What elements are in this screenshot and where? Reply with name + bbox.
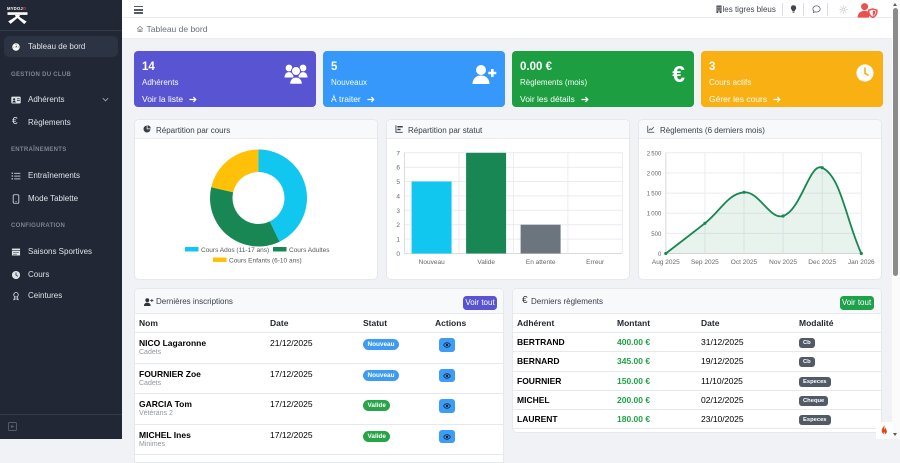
svg-text:2 500: 2 500 (647, 151, 662, 157)
svg-text:Erreur: Erreur (586, 259, 605, 266)
svg-text:Dec 2025: Dec 2025 (808, 259, 836, 266)
svg-text:7: 7 (396, 150, 400, 157)
svg-text:2: 2 (396, 222, 400, 229)
svg-text:Oct 2025: Oct 2025 (731, 259, 758, 266)
svg-text:Nouveau: Nouveau (419, 259, 445, 266)
svg-text:Cours Adultes: Cours Adultes (289, 247, 330, 254)
svg-text:1 000: 1 000 (647, 212, 662, 218)
svg-text:0: 0 (658, 252, 662, 258)
svg-text:500: 500 (651, 232, 662, 238)
svg-text:Sep 2025: Sep 2025 (691, 259, 719, 266)
svg-text:Nov 2025: Nov 2025 (769, 259, 797, 266)
svg-text:0: 0 (396, 251, 400, 258)
svg-text:5: 5 (396, 179, 400, 186)
svg-text:Cours Ados (11-17 ans): Cours Ados (11-17 ans) (201, 247, 269, 254)
svg-text:6: 6 (396, 165, 400, 172)
svg-text:1 500: 1 500 (647, 192, 662, 198)
svg-text:1: 1 (396, 237, 400, 244)
svg-text:4: 4 (396, 193, 400, 200)
svg-text:Jan 2026: Jan 2026 (848, 259, 875, 266)
svg-text:2 000: 2 000 (647, 172, 662, 178)
svg-text:En attente: En attente (526, 259, 556, 266)
svg-text:3: 3 (396, 208, 400, 215)
svg-text:Aug 2025: Aug 2025 (652, 259, 680, 266)
svg-text:Cours Enfants (6-10 ans): Cours Enfants (6-10 ans) (229, 258, 302, 265)
svg-text:Valide: Valide (477, 259, 495, 266)
